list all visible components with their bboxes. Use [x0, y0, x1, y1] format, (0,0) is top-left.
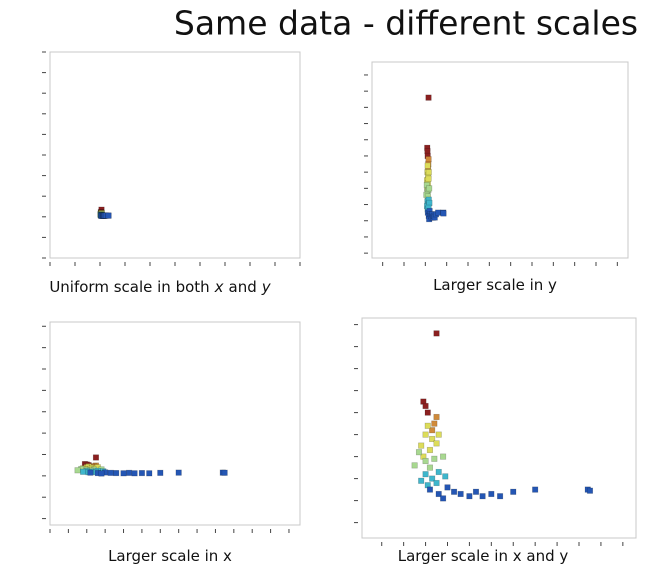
- point: [418, 442, 425, 449]
- point: [510, 488, 517, 495]
- point: [113, 470, 120, 477]
- point: [466, 493, 473, 500]
- point: [424, 422, 431, 429]
- point: [433, 330, 440, 337]
- chart-caption: Larger scale in y: [433, 276, 557, 294]
- point: [424, 162, 431, 169]
- plot-frame: [361, 317, 637, 539]
- point: [107, 469, 114, 476]
- point: [429, 435, 436, 443]
- point: [426, 486, 434, 493]
- chart-caption: Larger scale in x and y: [398, 547, 569, 565]
- point: [435, 209, 442, 216]
- point: [479, 493, 486, 500]
- point: [422, 431, 429, 438]
- point: [98, 470, 105, 477]
- point: [422, 457, 429, 465]
- point: [125, 469, 133, 476]
- point: [157, 469, 164, 476]
- point: [435, 431, 442, 438]
- point: [426, 185, 433, 192]
- point: [426, 446, 434, 454]
- point: [451, 488, 458, 495]
- point: [433, 479, 440, 487]
- point: [105, 212, 112, 219]
- slide-title: Same data - different scales: [174, 4, 638, 43]
- point: [433, 440, 440, 447]
- point: [175, 469, 182, 476]
- point: [435, 490, 442, 498]
- point: [429, 475, 436, 482]
- plot-frame: [49, 321, 301, 526]
- caption-part: Uniform scale in both: [49, 278, 209, 296]
- point: [120, 470, 127, 477]
- point: [74, 467, 81, 474]
- point: [415, 449, 423, 456]
- point: [532, 486, 539, 493]
- point: [425, 175, 432, 182]
- point: [138, 470, 145, 477]
- point: [80, 468, 87, 475]
- point: [411, 462, 418, 469]
- point: [440, 210, 447, 217]
- point: [440, 495, 447, 502]
- point: [146, 470, 153, 477]
- chart-caption: Larger scale in x: [108, 547, 232, 565]
- caption-part: y: [261, 278, 272, 296]
- point: [131, 470, 138, 477]
- point: [433, 413, 440, 421]
- point: [425, 169, 432, 176]
- point: [425, 94, 432, 101]
- point: [472, 488, 480, 495]
- plot-frame: [371, 61, 629, 259]
- point: [442, 473, 449, 480]
- point: [444, 484, 451, 491]
- point: [92, 454, 100, 461]
- point: [422, 471, 429, 478]
- point: [429, 427, 436, 434]
- chart-caption: Uniform scale in both x and y: [49, 278, 271, 296]
- point: [431, 420, 438, 427]
- point: [221, 469, 228, 476]
- point: [426, 464, 434, 471]
- point: [440, 453, 447, 460]
- point: [586, 487, 594, 494]
- point: [87, 469, 94, 476]
- caption-part: x: [214, 278, 224, 296]
- point: [435, 468, 442, 476]
- point: [431, 455, 438, 462]
- point: [497, 493, 504, 500]
- caption-part: Larger scale in x and y: [398, 547, 569, 565]
- point: [418, 477, 425, 484]
- plot-frame: [49, 51, 301, 259]
- point: [422, 402, 429, 410]
- caption-part: Larger scale in x: [108, 547, 232, 565]
- point: [424, 409, 431, 416]
- caption-part: and: [229, 278, 257, 296]
- caption-part: Larger scale in y: [433, 276, 557, 294]
- point: [488, 490, 495, 498]
- point: [457, 490, 464, 498]
